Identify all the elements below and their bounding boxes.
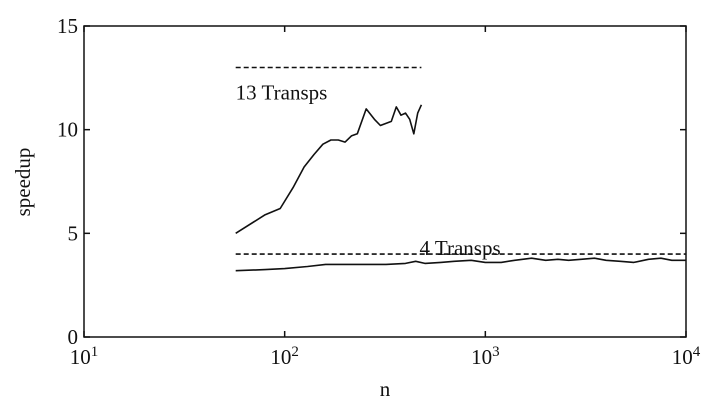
axis-ticks: 0 5 10 15 101 102 103 104 [57,14,701,369]
x-tick-label: 104 [672,344,701,369]
x-tick-label: 103 [471,344,500,369]
series-layer [235,66,686,272]
series-line-3 [235,257,686,272]
x-tick-label: 102 [270,344,299,369]
annotation-layer: 13 Transps 4 Transps [236,80,501,260]
plot-frame [83,25,687,338]
annotation-label-1: 4 Transps [420,236,501,260]
x-axis-label: n [380,377,391,401]
y-tick-label: 10 [57,118,78,142]
series-line-1 [235,104,423,234]
y-tick-label: 0 [68,325,79,349]
y-tick-label: 15 [57,14,78,38]
x-tick-label: 101 [70,344,99,369]
y-tick-label: 5 [68,221,79,245]
annotation-label-0: 13 Transps [236,80,328,104]
y-axis-label: speedup [11,148,35,217]
